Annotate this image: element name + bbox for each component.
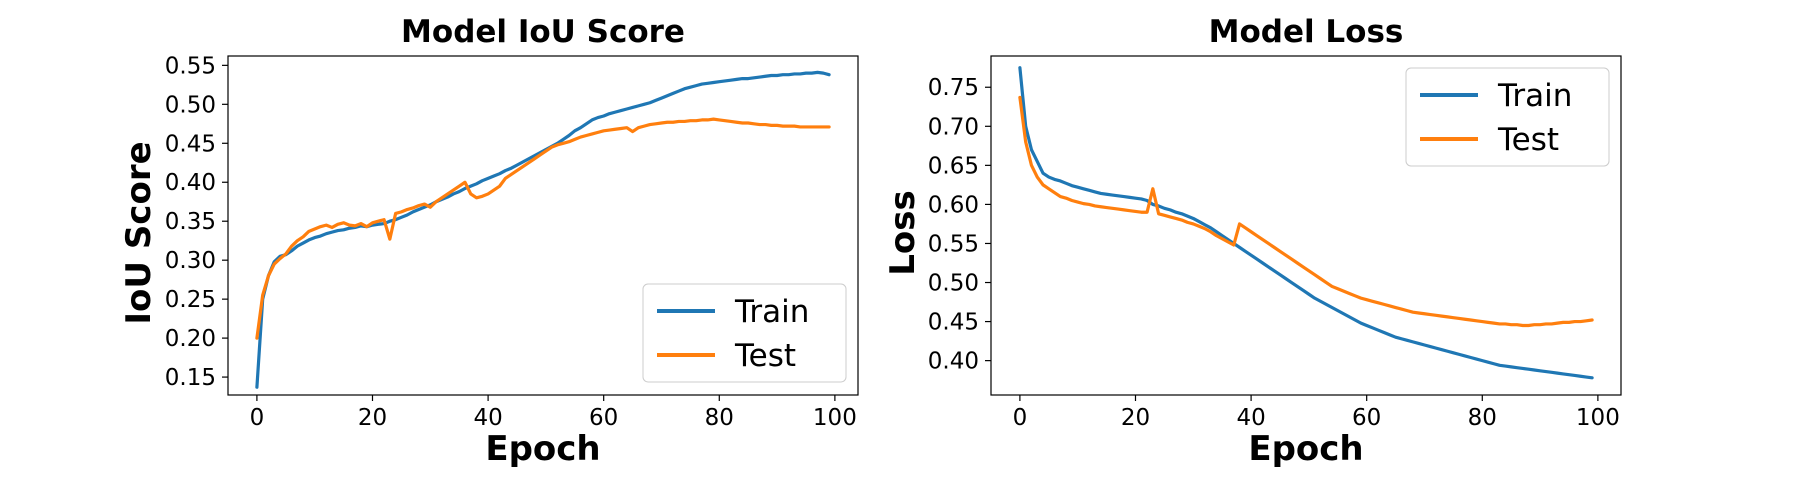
iou-plot-frame — [227, 55, 859, 396]
loss-x-tick-label: 20 — [1121, 405, 1150, 431]
loss-legend-label: Train — [1497, 78, 1572, 114]
iou-y-tick-label: 0.45 — [165, 131, 216, 157]
iou-y-tick-label: 0.50 — [165, 92, 216, 118]
iou-y-tick-label: 0.15 — [165, 365, 216, 391]
iou-y-tick-label: 0.40 — [165, 170, 216, 196]
iou-x-tick-label: 0 — [250, 405, 265, 431]
loss-series-test-line — [1018, 95, 1594, 328]
iou-legend-label: Test — [734, 338, 796, 374]
iou-y-tick-label: 0.20 — [165, 326, 216, 352]
loss-legend-box — [1405, 67, 1610, 167]
loss-y-tick-label: 0.65 — [928, 153, 979, 179]
iou-x-tick-label: 80 — [705, 405, 734, 431]
loss-x-tick-label: 80 — [1468, 405, 1497, 431]
loss-x-tick-label: 0 — [1013, 405, 1028, 431]
loss-y-tick-label: 0.70 — [928, 114, 979, 140]
loss-x-tick-label: 100 — [1576, 405, 1620, 431]
loss-y-tick-label: 0.40 — [928, 349, 979, 375]
iou-chart: Model IoU Score Epoch IoU Score 0 20 40 60 8… — [119, 14, 859, 469]
iou-chart-title: Model IoU Score — [401, 14, 685, 50]
loss-plot-frame — [990, 55, 1622, 396]
iou-y-axis-label: IoU Score — [119, 141, 159, 324]
iou-x-tick-label: 60 — [589, 405, 618, 431]
iou-y-tick-label: 0.55 — [165, 53, 216, 79]
iou-x-tick-label: 20 — [358, 405, 387, 431]
loss-y-tick-label: 0.55 — [928, 231, 979, 257]
loss-x-tick-label: 40 — [1236, 405, 1265, 431]
iou-x-tick-label: 40 — [473, 405, 502, 431]
iou-x-axis-label: Epoch — [485, 429, 600, 469]
loss-y-ticks: 0.40 0.45 0.50 0.55 0.60 0.65 0.70 0.75 — [928, 75, 991, 375]
iou-legend: Train Test — [642, 283, 847, 383]
iou-y-tick-label: 0.35 — [165, 209, 216, 235]
iou-y-tick-label: 0.30 — [165, 248, 216, 274]
iou-legend-box — [642, 283, 847, 383]
loss-legend: Train Test — [1405, 67, 1610, 167]
loss-lines — [1018, 66, 1594, 380]
loss-y-tick-label: 0.50 — [928, 271, 979, 297]
loss-chart-title: Model Loss — [1209, 14, 1404, 50]
loss-y-tick-label: 0.60 — [928, 192, 979, 218]
loss-y-tick-label: 0.45 — [928, 310, 979, 336]
loss-y-axis-label: Loss — [883, 190, 923, 276]
loss-x-axis-label: Epoch — [1248, 429, 1363, 469]
loss-series-train-line — [1018, 66, 1594, 380]
iou-lines — [255, 70, 831, 389]
loss-chart: Model Loss Epoch Loss 0 20 40 60 80 100 0.400… — [883, 14, 1622, 469]
loss-x-tick-label: 60 — [1352, 405, 1381, 431]
iou-series-train-line — [255, 70, 831, 389]
iou-legend-label: Train — [734, 294, 809, 330]
loss-y-tick-label: 0.75 — [928, 75, 979, 101]
iou-series-test-line — [255, 117, 831, 340]
iou-x-ticks: 0 20 40 60 80 100 — [250, 395, 857, 431]
iou-y-tick-label: 0.25 — [165, 287, 216, 313]
iou-y-ticks: 0.15 0.20 0.25 0.30 0.35 0.40 0.45 0.50 0.55 — [165, 53, 228, 391]
iou-x-tick-label: 100 — [813, 405, 857, 431]
loss-legend-label: Test — [1497, 122, 1559, 158]
loss-x-ticks: 0 20 40 60 80 100 — [1013, 395, 1620, 431]
